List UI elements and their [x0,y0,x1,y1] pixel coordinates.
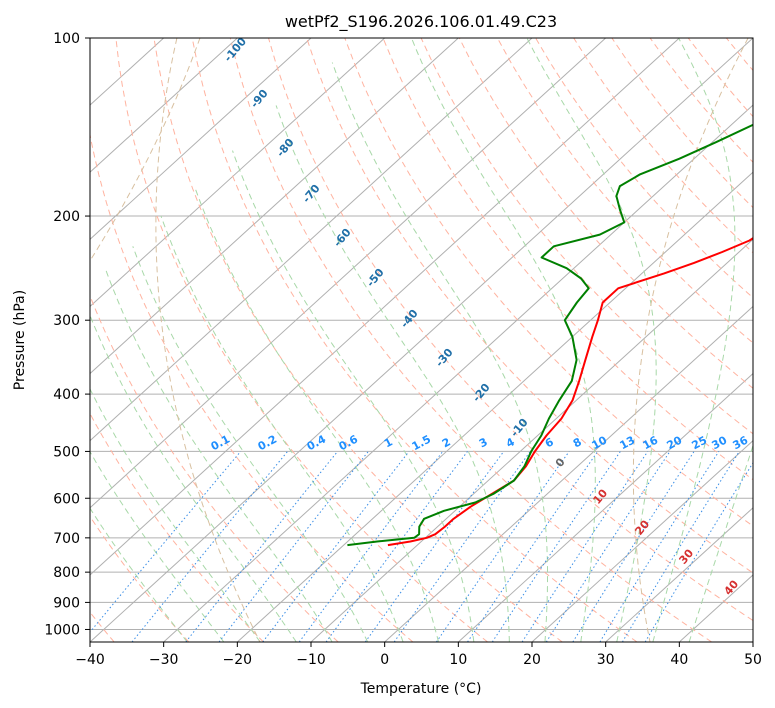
y-tick-label: 300 [53,313,80,329]
x-tick-label: −40 [75,652,105,668]
dry-adiabat-line [90,412,264,642]
mixing-ratio-line [491,451,621,642]
dry-adiabat-line [115,38,488,642]
moist-adiabat-line [132,246,369,642]
isotherm-line [384,305,753,642]
isotherm-line [90,38,459,375]
profiles [347,123,753,547]
x-tick-label: −30 [149,652,179,668]
dry-adiabat-line [90,132,414,642]
y-tick-label: 600 [53,491,80,507]
isotherm-line [90,38,607,509]
x-tick-label: 40 [670,652,688,668]
moist-adiabat-line [90,507,188,642]
isotherm-line [90,38,680,576]
y-tick-label: 500 [53,444,80,460]
mixing-ratio-label: 16 [641,433,661,452]
mixing-ratio-line [545,451,671,642]
moist-adiabat-line [411,38,596,642]
isotherm-line [605,507,753,642]
isotherm-line [90,38,312,241]
mixing-ratio-label: 36 [731,433,751,452]
moist-adiabat-line [652,38,736,642]
isotherm-line [90,38,238,173]
moist-adiabat-line [104,268,333,642]
mixing-ratio-line [298,451,444,642]
y-axis-ticks: 100 200 300 400 500 600 700 800 900 1000 [44,31,90,638]
x-tick-label: 30 [597,652,615,668]
moist-adiabat-line [90,314,297,642]
dry-adiabat-line [268,38,753,622]
background-lines [90,38,753,642]
isotherm-line [90,38,386,308]
isotherm-line [90,38,533,442]
x-tick-label: 10 [449,652,467,668]
mixing-ratio-line [364,451,505,642]
mixing-ratio-line [435,451,570,642]
moist-adiabat-line [90,450,225,642]
isotherm-line [531,439,753,642]
x-axis-label: Temperature (°C) [360,681,482,697]
x-tick-label: 0 [380,652,389,668]
x-axis-ticks: −40 −30 −20 −10 0 10 20 30 40 50 [75,642,762,668]
moist-adiabat-line [275,105,510,642]
y-tick-label: 800 [53,565,80,581]
x-tick-label: −20 [223,652,253,668]
moist-adiabat-line [331,62,548,642]
mixing-ratio-label: 13 [618,434,638,453]
mixing-ratio-line [393,451,531,642]
isotherm-line [457,372,753,642]
isotherm-line [310,238,753,642]
dry-adiabat-line [90,515,190,642]
dewpoint-trace [347,123,753,547]
mixing-ratio-line [325,451,468,642]
dry-adiabat-line [535,38,753,299]
chart-title: wetPf2_S196.2026.106.01.49.C23 [285,12,557,32]
mixing-ratio-line [572,451,695,642]
mixing-ratio-line [185,451,338,642]
mixing-ratio-line [262,451,410,642]
mixing-ratio-label: 20 [665,433,685,452]
dry-adiabat-line [306,38,753,574]
y-tick-label: 400 [53,387,80,403]
moist-adiabat-line [688,444,753,642]
dry-adiabat-line [344,38,753,527]
isotherm-line [90,38,753,642]
dry-adiabat-line [153,38,563,642]
mixing-ratio-line [599,451,720,642]
y-tick-label: 100 [53,31,80,47]
moist-adiabat-line [160,215,404,642]
mixing-ratio-line [621,451,740,642]
y-axis-label: Pressure (hPa) [12,290,28,390]
y-tick-label: 900 [53,595,80,611]
mixing-ratio-line [90,451,242,633]
y-tick-label: 700 [53,531,80,547]
temperature-trace [387,237,753,547]
moist-adiabat-line [90,387,261,642]
mixing-ratio-line [467,451,599,642]
mixing-ratio-label: 10 [590,433,610,452]
reference-curve-line [632,38,749,642]
x-tick-label: −10 [296,652,326,668]
x-tick-label: 50 [744,652,762,668]
y-tick-label: 200 [53,209,80,225]
mixing-ratio-label: 25 [690,434,710,453]
x-tick-label: 20 [523,652,541,668]
plot-frame [89,37,754,643]
mixing-ratio-label: 30 [710,433,730,452]
dry-adiabat-line [229,38,712,642]
mixing-ratio-line [521,451,649,642]
isotherm-line [236,171,753,642]
y-tick-label: 1000 [44,622,80,638]
reference-curve-line [155,38,261,642]
isotherm-line [163,104,753,642]
mixing-ratio-line [131,451,288,642]
dry-adiabat-line [191,38,638,642]
